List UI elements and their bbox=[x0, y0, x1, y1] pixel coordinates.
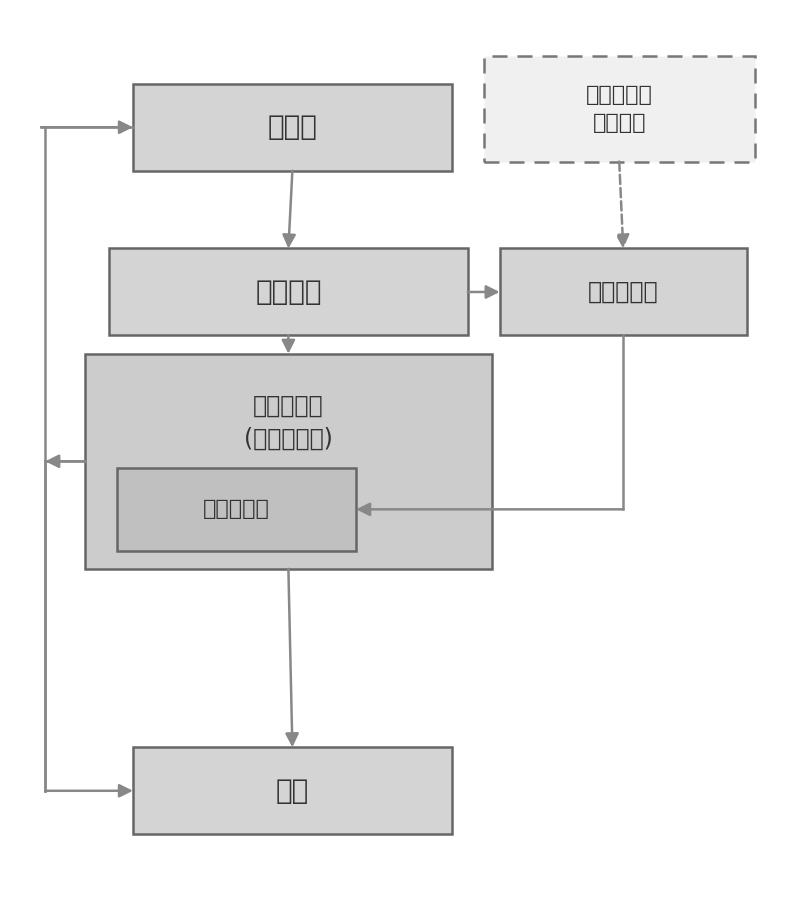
Text: 可重构阵列
(加解密运算): 可重构阵列 (加解密运算) bbox=[244, 394, 333, 451]
Text: 功能配置: 功能配置 bbox=[255, 278, 322, 306]
Bar bbox=[85, 353, 492, 569]
Bar bbox=[109, 249, 468, 335]
Text: 初始化: 初始化 bbox=[267, 113, 318, 141]
Text: 闲置子电路: 闲置子电路 bbox=[203, 499, 270, 520]
Text: 等止: 等止 bbox=[276, 777, 309, 805]
Bar bbox=[133, 747, 452, 834]
Bar bbox=[117, 468, 356, 551]
Text: 抗攻击优化
配置算法: 抗攻击优化 配置算法 bbox=[586, 85, 653, 133]
Bar bbox=[500, 249, 746, 335]
Bar bbox=[484, 56, 754, 162]
Bar bbox=[133, 84, 452, 171]
Text: 抗攻击配置: 抗攻击配置 bbox=[588, 280, 658, 304]
